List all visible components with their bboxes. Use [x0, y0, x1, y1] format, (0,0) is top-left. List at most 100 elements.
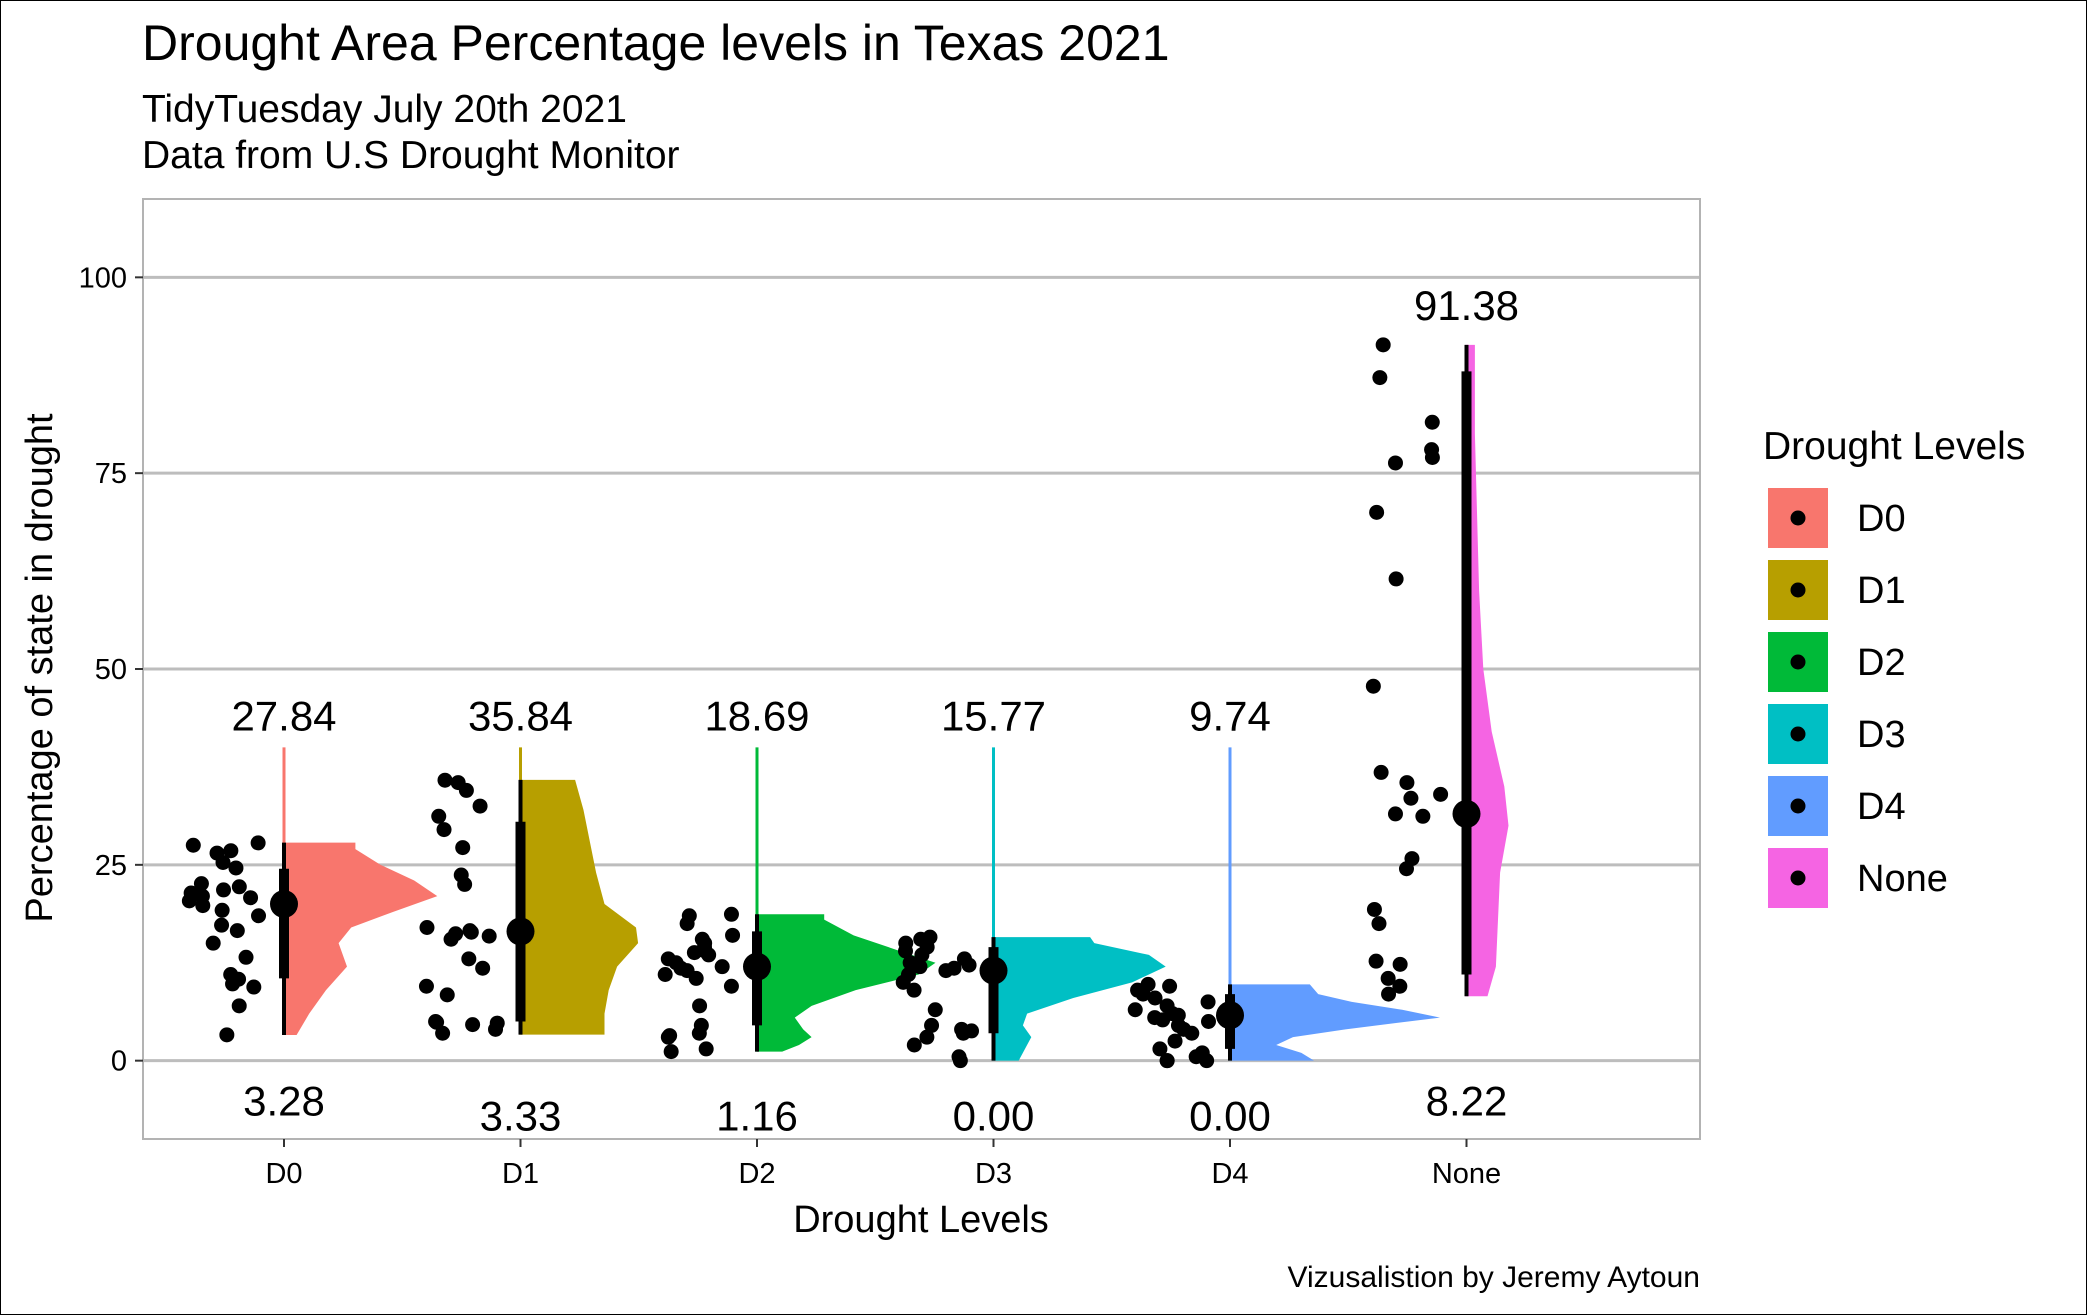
- data-point-D2: [701, 947, 717, 963]
- legend-label-D0: D0: [1857, 498, 1906, 540]
- data-point-D0: [238, 949, 254, 965]
- data-point-None: [1433, 786, 1449, 802]
- data-point-D0: [243, 890, 259, 906]
- data-point-None: [1398, 861, 1414, 877]
- y-tick-label: 25: [95, 850, 127, 882]
- jittered-points: [181, 337, 1449, 1069]
- data-point-None: [1388, 571, 1404, 587]
- data-point-D3: [955, 1025, 971, 1041]
- data-point-D2: [725, 927, 741, 943]
- data-point-None: [1368, 953, 1384, 969]
- legend-key-point: [1790, 582, 1806, 598]
- data-point-D0: [251, 908, 267, 924]
- data-point-D2: [660, 1029, 676, 1045]
- chart-subtitle-line-2: Data from U.S Drought Monitor: [142, 134, 680, 177]
- density-cloud-None: [1466, 344, 1509, 997]
- x-tick-label: D3: [975, 1158, 1012, 1190]
- data-point-None: [1380, 970, 1396, 986]
- density-cloud-D2: [757, 914, 936, 1052]
- data-point-None: [1381, 986, 1397, 1002]
- min-label-D4: 0.00: [1189, 1093, 1271, 1140]
- data-point-None: [1372, 370, 1388, 386]
- mean-point-None: [1452, 799, 1481, 828]
- data-point-D1: [435, 1025, 451, 1041]
- data-point-D0: [231, 998, 247, 1014]
- density-cloud-D0: [284, 842, 438, 1035]
- data-point-D1: [475, 960, 491, 976]
- data-point-D0: [229, 923, 245, 939]
- mean-point-D0: [270, 890, 298, 918]
- data-point-None: [1415, 808, 1431, 824]
- data-point-D4: [1147, 990, 1163, 1006]
- y-tick-label: 0: [111, 1046, 127, 1078]
- data-point-D4: [1201, 1014, 1217, 1029]
- x-tick-label: D2: [738, 1158, 775, 1190]
- data-point-D4: [1167, 1033, 1183, 1049]
- data-point-D2: [692, 998, 708, 1014]
- legend-label-D3: D3: [1857, 714, 1906, 756]
- x-axis: D0 D1 D2 D3 D4 None: [265, 1139, 1501, 1190]
- data-point-D3: [906, 982, 922, 998]
- data-point-D1: [455, 840, 471, 856]
- legend-label-None: None: [1857, 858, 1948, 900]
- mean-point-D3: [979, 956, 1008, 985]
- gridlines: [143, 275, 1700, 1063]
- x-tick-label: None: [1432, 1158, 1501, 1190]
- data-point-D3: [938, 963, 954, 979]
- data-point-D1: [465, 1017, 481, 1033]
- data-point-D4: [1135, 986, 1151, 1002]
- chart-subtitle-line-1: TidyTuesday July 20th 2021: [142, 88, 627, 131]
- x-tick-label: D4: [1211, 1158, 1248, 1190]
- data-point-D0: [214, 902, 230, 918]
- data-point-D0: [246, 979, 262, 995]
- data-point-D1: [437, 772, 453, 788]
- density-cloud-D3: [993, 937, 1166, 1061]
- min-label-D1: 3.33: [480, 1093, 562, 1140]
- mean-point-D4: [1216, 1001, 1244, 1030]
- data-point-D0: [219, 1027, 235, 1043]
- data-point-D0: [231, 879, 247, 895]
- data-point-D2: [691, 1025, 707, 1041]
- x-tick-label: D0: [265, 1158, 302, 1190]
- max-label-D1: 35.84: [468, 692, 573, 739]
- data-point-D4: [1199, 1053, 1215, 1069]
- data-point-None: [1399, 775, 1415, 791]
- min-label-D3: 0.00: [953, 1093, 1035, 1140]
- chart-title: Drought Area Percentage levels in Texas …: [142, 15, 1170, 71]
- data-point-D3: [952, 1053, 968, 1069]
- density-cloud-D4: [1230, 984, 1440, 1061]
- data-point-D3: [895, 974, 911, 990]
- data-point-None: [1424, 450, 1440, 465]
- data-point-D3: [961, 957, 977, 973]
- min-label-D0: 3.28: [243, 1078, 325, 1125]
- data-point-None: [1373, 764, 1389, 780]
- density-cloud-D1: [520, 779, 639, 1035]
- data-point-D1: [431, 808, 447, 824]
- data-point-D2: [714, 959, 730, 975]
- data-point-D0: [225, 976, 241, 992]
- data-point-D4: [1152, 1041, 1168, 1057]
- data-point-D2: [663, 1044, 679, 1060]
- data-point-None: [1371, 916, 1387, 932]
- min-label-None: 8.22: [1426, 1078, 1508, 1125]
- legend-key-point: [1790, 726, 1806, 742]
- data-point-None: [1424, 414, 1440, 430]
- data-point-D1: [481, 928, 497, 944]
- data-point-D1: [429, 1014, 445, 1030]
- data-point-D0: [216, 882, 232, 898]
- data-point-D3: [914, 947, 930, 963]
- max-label-D3: 15.77: [941, 692, 1046, 739]
- mean-interval-summaries: [270, 344, 1481, 1061]
- max-label-None: 91.38: [1414, 282, 1519, 329]
- data-point-D4: [1162, 978, 1178, 994]
- density-clouds: [284, 344, 1509, 1061]
- data-point-D4: [1159, 1053, 1175, 1069]
- data-point-D0: [215, 854, 231, 870]
- max-label-D2: 18.69: [704, 692, 809, 739]
- data-point-D2: [657, 967, 673, 982]
- legend: Drought Levels D0 D1 D2 D3 D4 None: [1763, 425, 2025, 908]
- legend-label-D2: D2: [1857, 642, 1906, 684]
- data-point-D3: [906, 1037, 922, 1053]
- legend-label-D1: D1: [1857, 570, 1906, 612]
